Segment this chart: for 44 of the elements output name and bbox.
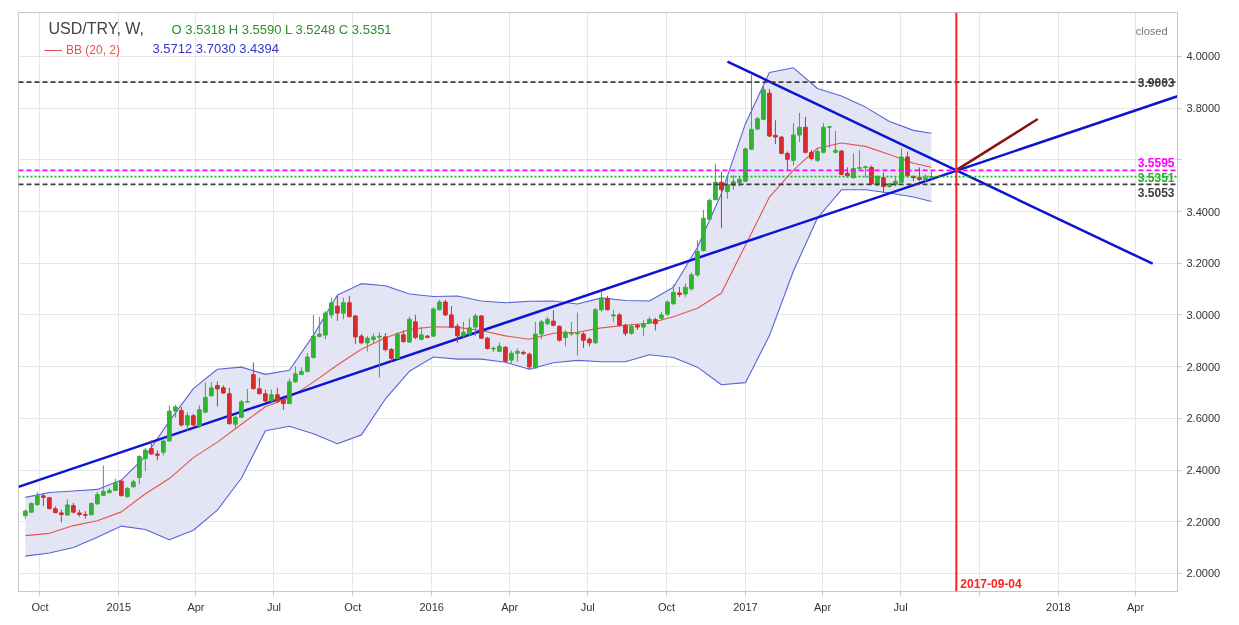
candlestick (185, 411, 190, 432)
y-tick-label: 2.4000 (1186, 464, 1221, 477)
x-tick-label: Jul (893, 600, 908, 613)
x-tick-label: Jul (580, 600, 595, 613)
x-tick-label: Apr (1126, 600, 1145, 613)
x-tick-label: 2015 (106, 600, 132, 613)
y-tick-label: 3.0000 (1186, 308, 1221, 321)
x-tick-label: 2016 (419, 600, 444, 613)
candlestick (719, 171, 724, 229)
annotation: 3.5712 3.7030 3.4394 (152, 40, 280, 56)
candlestick (713, 163, 718, 201)
ref-line-label: 3.5595 (1137, 155, 1175, 170)
ref-line-label: 2017-09-04 (960, 576, 1023, 591)
y-tick-label: 3.8000 (1186, 102, 1221, 115)
x-tick-label: Oct (658, 600, 676, 613)
y-tick-label: 2.2000 (1186, 515, 1221, 528)
x-tick-label: Oct (344, 600, 362, 613)
x-tick-label: 2017 (733, 600, 758, 613)
x-tick-label: Apr (187, 600, 205, 613)
y-tick-label: 2.8000 (1186, 360, 1221, 373)
candlestick (179, 406, 184, 428)
x-tick-label: Oct (31, 600, 49, 613)
legend-label: BB (20, 2) (66, 43, 121, 57)
line-series (24, 189, 933, 557)
chart-title: USD/TRY, W, (48, 19, 144, 37)
annotation: closed (1135, 24, 1168, 37)
line-series (24, 142, 933, 537)
x-tick-label: Jul (266, 600, 281, 613)
x-tick-label: Apr (501, 600, 519, 613)
ref-line-label: 3.5053 (1137, 185, 1175, 200)
candlestick (905, 151, 910, 179)
x-tick-label: Apr (814, 600, 832, 613)
y-tick-label: 2.0000 (1186, 567, 1221, 580)
ref-line-label: 3.5351 (1137, 170, 1175, 185)
y-tick-label: 3.2000 (1186, 257, 1221, 270)
annotation: O 3.5318 H 3.5590 L 3.5248 C 3.5351 (171, 21, 392, 37)
candlestick (335, 295, 340, 322)
y-tick-label: 2.6000 (1186, 412, 1221, 425)
candlestick (407, 316, 412, 344)
y-tick-label: 4.0000 (1186, 50, 1221, 63)
x-tick-label: 2018 (1046, 600, 1071, 613)
candlestick (413, 314, 418, 340)
y-tick-label: 3.4000 (1186, 205, 1221, 218)
candlestick (341, 297, 346, 320)
